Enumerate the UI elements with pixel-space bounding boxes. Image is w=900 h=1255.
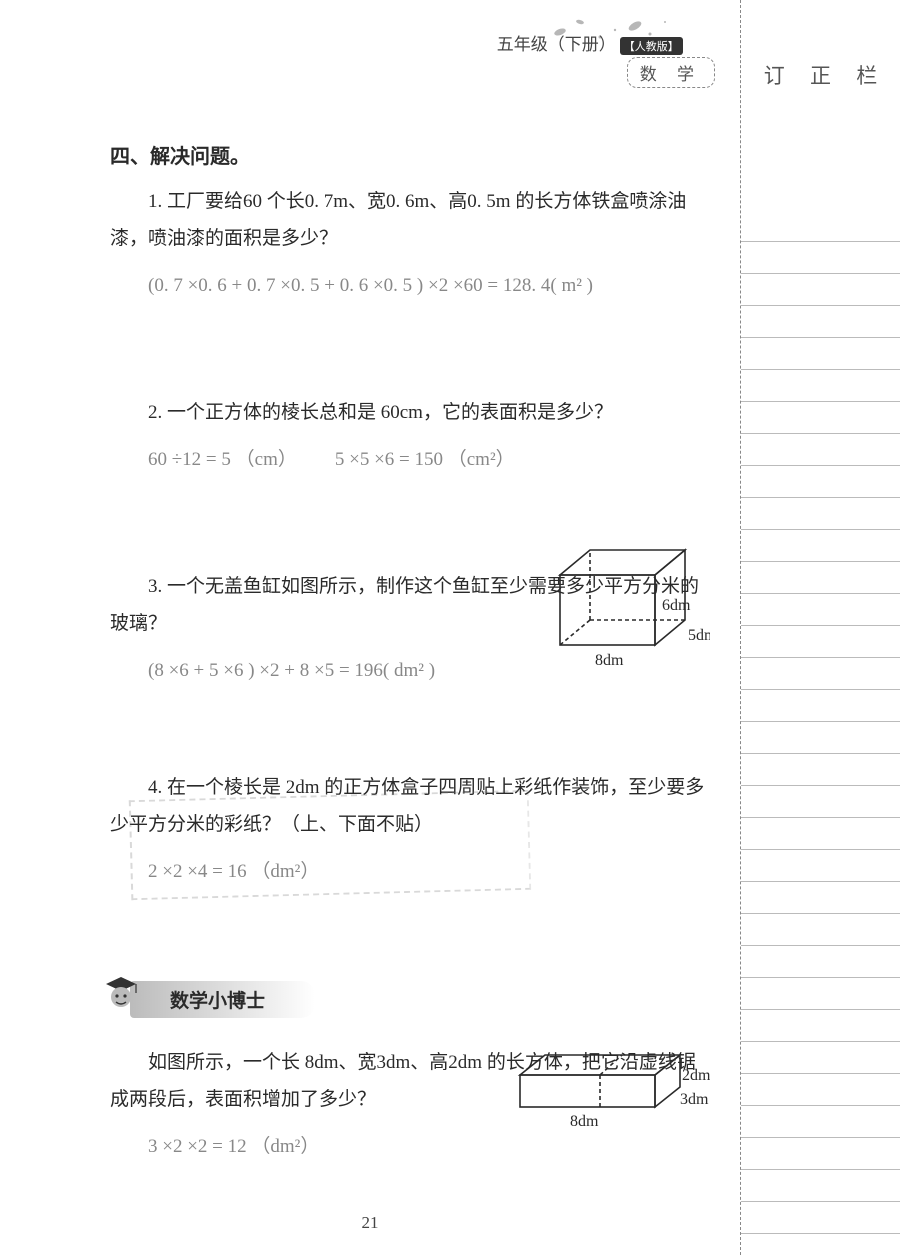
question-number: 3. (148, 576, 162, 597)
question-body: 一个正方体的棱长总和是 60cm，它的表面积是多少？ (167, 402, 613, 423)
question-number: 4. (148, 777, 162, 798)
callout-label: 数学小博士 (130, 981, 315, 1018)
length-label: 8dm (570, 1113, 599, 1130)
question-number: 2. (148, 402, 162, 423)
cuboid-figure-2: 2dm 3dm 8dm (510, 1040, 710, 1135)
question-answer: (0. 7 ×0. 6 + 0. 7 ×0. 5 + 0. 6 ×0. 5 ) … (110, 267, 710, 304)
question-body: 在一个棱长是 2dm 的正方体盒子四周贴上彩纸作装饰，至少要多少平方分米的彩纸？… (110, 777, 704, 835)
section-title: 四、解决问题。 (110, 140, 710, 169)
page: 五年级（下册） 【人教版】 数 学 四、解决问题。 1. 工厂要给60 个长0.… (0, 0, 900, 1255)
question-answer: 2 ×2 ×4 = 16 （dm²） (110, 853, 710, 890)
correction-title: 订 正 栏 (741, 60, 900, 90)
length-label: 8dm (595, 652, 624, 669)
scholar-icon (100, 973, 142, 1015)
cuboid-figure-1: 6dm 5dm 8dm (550, 540, 710, 680)
ruled-lines (741, 210, 900, 1255)
question-text: 2. 一个正方体的棱长总和是 60cm，它的表面积是多少？ (110, 394, 710, 431)
question-answer: 60 ÷12 = 5 （cm） 5 ×5 ×6 = 150 （cm²） (110, 441, 710, 478)
correction-column: 订 正 栏 (740, 0, 900, 1255)
question-2: 2. 一个正方体的棱长总和是 60cm，它的表面积是多少？ 60 ÷12 = 5… (110, 394, 710, 478)
edition-badge: 【人教版】 (620, 37, 683, 55)
grade-label: 五年级（下册） (497, 35, 616, 54)
math-expert-callout: 数学小博士 (110, 981, 710, 1026)
main-column: 五年级（下册） 【人教版】 数 学 四、解决问题。 1. 工厂要给60 个长0.… (0, 0, 740, 1255)
width-label: 3dm (680, 1091, 709, 1108)
subject-label: 数 学 (627, 57, 715, 88)
question-text: 1. 工厂要给60 个长0. 7m、宽0. 6m、高0. 5m 的长方体铁盒喷涂… (110, 183, 710, 257)
question-4: 4. 在一个棱长是 2dm 的正方体盒子四周贴上彩纸作装饰，至少要多少平方分米的… (110, 769, 710, 890)
height-label: 2dm (682, 1067, 710, 1084)
question-text: 4. 在一个棱长是 2dm 的正方体盒子四周贴上彩纸作装饰，至少要多少平方分米的… (110, 769, 710, 843)
width-label: 5dm (688, 627, 710, 644)
page-header: 五年级（下册） 【人教版】 数 学 (497, 30, 715, 88)
question-body: 工厂要给60 个长0. 7m、宽0. 6m、高0. 5m 的长方体铁盒喷涂油漆，… (110, 191, 686, 249)
height-label: 6dm (662, 597, 691, 614)
page-number: 21 (0, 1213, 740, 1233)
question-number: 1. (148, 191, 162, 212)
question-1: 1. 工厂要给60 个长0. 7m、宽0. 6m、高0. 5m 的长方体铁盒喷涂… (110, 183, 710, 304)
